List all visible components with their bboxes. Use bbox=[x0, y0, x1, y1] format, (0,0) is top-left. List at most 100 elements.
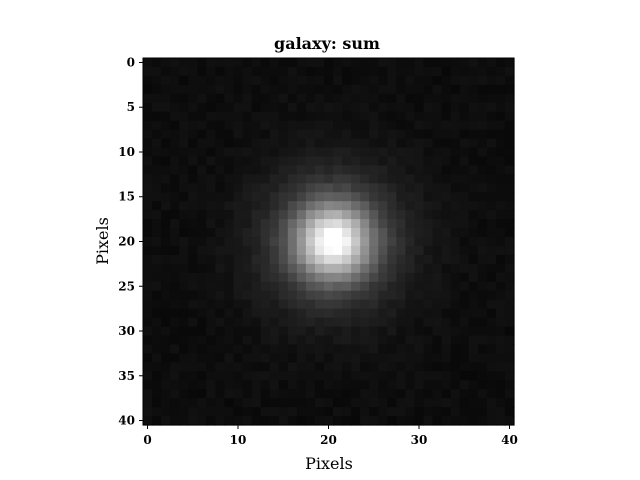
heatmap-cell bbox=[161, 228, 171, 238]
heatmap-cell bbox=[269, 201, 280, 211]
heatmap-cell bbox=[486, 308, 497, 319]
heatmap-cell bbox=[333, 66, 343, 77]
heatmap-cell bbox=[161, 120, 171, 131]
heatmap-cell bbox=[351, 290, 361, 301]
heatmap-cell bbox=[459, 237, 470, 247]
heatmap-cell bbox=[405, 407, 416, 417]
heatmap-cell bbox=[405, 66, 416, 77]
heatmap-cell bbox=[233, 389, 244, 399]
heatmap-cell bbox=[396, 156, 407, 167]
heatmap-cell bbox=[441, 147, 452, 158]
heatmap-cell bbox=[323, 416, 334, 426]
heatmap-cell bbox=[197, 362, 207, 372]
heatmap-cell bbox=[486, 344, 497, 354]
heatmap-cell bbox=[161, 371, 171, 381]
heatmap-cell bbox=[314, 201, 325, 211]
heatmap-cell bbox=[477, 299, 488, 310]
heatmap-cell bbox=[405, 389, 416, 399]
heatmap-cell bbox=[323, 299, 334, 310]
heatmap-cell bbox=[495, 326, 506, 337]
heatmap-cell bbox=[188, 380, 198, 390]
heatmap-cell bbox=[170, 407, 180, 417]
heatmap-cell bbox=[242, 75, 253, 86]
heatmap-cell bbox=[170, 254, 180, 265]
heatmap-cell bbox=[242, 398, 253, 408]
heatmap-cell bbox=[351, 398, 361, 408]
heatmap-cell bbox=[224, 183, 235, 193]
heatmap-cell bbox=[432, 58, 443, 68]
heatmap-cell bbox=[504, 254, 515, 265]
heatmap-cell bbox=[197, 326, 207, 337]
heatmap-cell bbox=[161, 58, 171, 68]
heatmap-cell bbox=[504, 263, 515, 274]
heatmap-cell bbox=[387, 58, 397, 68]
heatmap-cell bbox=[459, 219, 470, 229]
heatmap-cell bbox=[495, 156, 506, 167]
heatmap-cell bbox=[423, 299, 434, 310]
heatmap-cell bbox=[188, 174, 198, 184]
heatmap-cell bbox=[206, 416, 216, 426]
heatmap-cell bbox=[305, 66, 316, 77]
heatmap-cell bbox=[215, 219, 226, 229]
heatmap-cell bbox=[342, 344, 352, 354]
heatmap-cell bbox=[323, 245, 334, 256]
heatmap-cell bbox=[486, 66, 497, 77]
heatmap-cell bbox=[296, 254, 307, 265]
heatmap-cell bbox=[342, 58, 352, 68]
heatmap-cell bbox=[260, 219, 271, 229]
heatmap-cell bbox=[197, 174, 207, 184]
heatmap-cell bbox=[206, 371, 216, 381]
heatmap-cell bbox=[360, 407, 370, 417]
heatmap-cell bbox=[387, 120, 397, 131]
heatmap-cell bbox=[333, 138, 343, 149]
heatmap-cell bbox=[269, 308, 280, 319]
heatmap-cell bbox=[278, 165, 289, 175]
heatmap-cell bbox=[414, 219, 425, 229]
heatmap-cell bbox=[423, 174, 434, 184]
heatmap-cell bbox=[305, 165, 316, 175]
heatmap-cell bbox=[251, 254, 262, 265]
heatmap-cell bbox=[333, 84, 343, 95]
heatmap-cell bbox=[486, 192, 497, 202]
heatmap-cell bbox=[242, 192, 253, 202]
heatmap-cell bbox=[233, 84, 244, 95]
heatmap-cell bbox=[296, 192, 307, 202]
heatmap-cell bbox=[396, 147, 407, 158]
heatmap-cell bbox=[197, 183, 207, 193]
heatmap-cell bbox=[296, 371, 307, 381]
heatmap-cell bbox=[323, 290, 334, 301]
heatmap-cell bbox=[405, 299, 416, 310]
heatmap-cell bbox=[188, 138, 198, 149]
heatmap-cell bbox=[233, 156, 244, 167]
heatmap-cell bbox=[152, 120, 162, 131]
heatmap-cell bbox=[323, 120, 334, 131]
heatmap-cell bbox=[459, 58, 470, 68]
heatmap-cell bbox=[477, 58, 488, 68]
heatmap-cell bbox=[161, 93, 171, 104]
heatmap-cell bbox=[323, 210, 334, 220]
heatmap-cell bbox=[459, 326, 470, 337]
heatmap-cell bbox=[351, 129, 361, 140]
heatmap-cell bbox=[314, 58, 325, 68]
heatmap-cell bbox=[269, 75, 280, 86]
heatmap-cell bbox=[215, 183, 226, 193]
heatmap-cell bbox=[143, 317, 153, 328]
heatmap-cell bbox=[242, 272, 253, 283]
heatmap-cell bbox=[414, 299, 425, 310]
heatmap-cell bbox=[197, 308, 207, 319]
heatmap-cell bbox=[405, 58, 416, 68]
heatmap-cell bbox=[170, 93, 180, 104]
heatmap-cell bbox=[260, 245, 271, 256]
heatmap-cell bbox=[333, 165, 343, 175]
heatmap-cell bbox=[260, 326, 271, 337]
heatmap-cell bbox=[396, 263, 407, 274]
heatmap-cell bbox=[233, 138, 244, 149]
heatmap-cell bbox=[360, 371, 370, 381]
heatmap-cell bbox=[432, 380, 443, 390]
heatmap-cell bbox=[323, 66, 334, 77]
heatmap-cell bbox=[188, 58, 198, 68]
heatmap-cell bbox=[296, 219, 307, 229]
heatmap-cell bbox=[450, 380, 461, 390]
heatmap-cell bbox=[170, 272, 180, 283]
heatmap-cell bbox=[477, 398, 488, 408]
